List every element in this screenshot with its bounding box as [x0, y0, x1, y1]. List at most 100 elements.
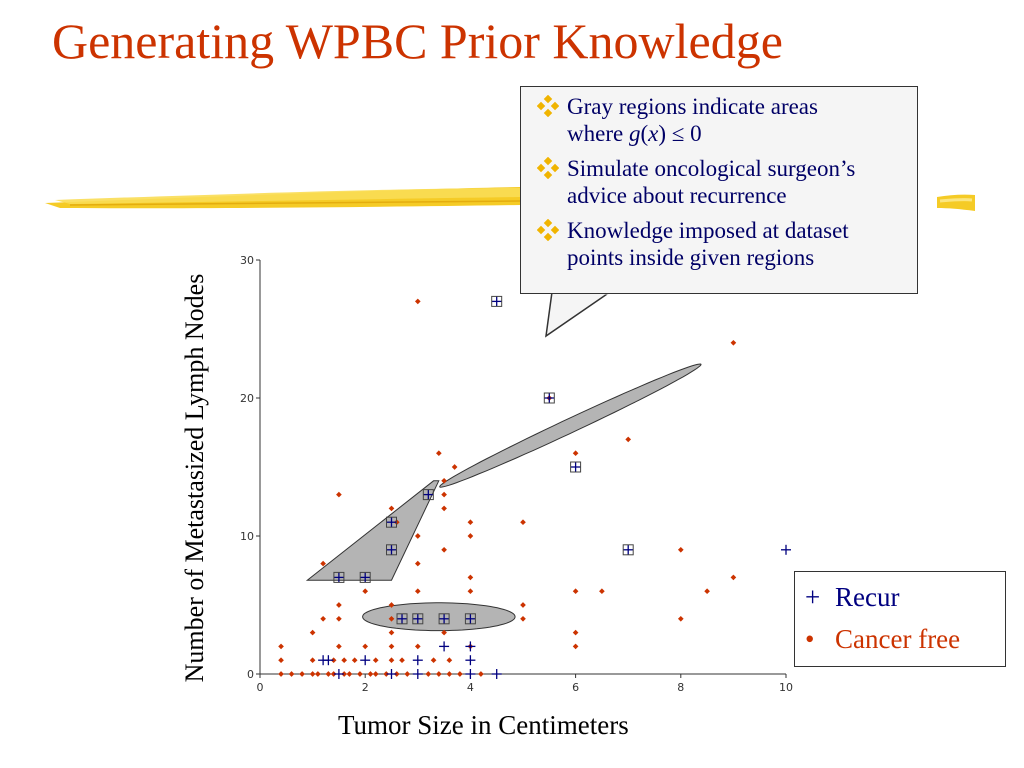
- callout-bullet: Knowledge imposed at dataset points insi…: [531, 217, 907, 271]
- diamond-bullet-icon: [537, 219, 559, 241]
- cancer-free-point: [436, 671, 442, 677]
- cancer-free-point: [446, 657, 453, 664]
- recur-point: [386, 544, 397, 555]
- cancer-free-point: [478, 671, 484, 677]
- cancer-free-point: [572, 450, 579, 457]
- cancer-free-point: [383, 671, 390, 677]
- cancer-free-point: [704, 588, 710, 595]
- cancer-free-point: [451, 464, 458, 470]
- cancer-free-point: [730, 339, 737, 346]
- cancer-free-point: [414, 643, 421, 650]
- recur-point: [360, 655, 371, 666]
- knowledge-point-box: [622, 544, 634, 556]
- cancer-free-point: [367, 671, 374, 677]
- cancer-free-point: [677, 615, 684, 622]
- knowledge-point-box: [333, 571, 345, 583]
- callout-text: where: [567, 121, 629, 146]
- cancer-free-point: [336, 643, 342, 650]
- x-tick-label: 8: [677, 681, 684, 694]
- recur-point: [397, 613, 408, 624]
- cancer-free-point: [441, 491, 447, 498]
- cancer-free-point: [288, 671, 295, 677]
- recur-point: [333, 572, 344, 583]
- math-paren-close: ): [658, 121, 666, 146]
- y-tick-label: 30: [240, 254, 254, 267]
- cancer-free-point: [336, 615, 342, 622]
- y-tick-label: 20: [240, 392, 254, 405]
- cancer-free-point: [467, 588, 474, 595]
- cancer-free-point: [320, 560, 326, 567]
- cancer-free-point: [572, 588, 579, 595]
- recur-point: [360, 572, 371, 583]
- y-tick-label: 0: [247, 668, 254, 681]
- cancer-free-point: [372, 671, 379, 677]
- cancer-free-point: [362, 588, 369, 595]
- recur-point: [412, 669, 423, 679]
- recur-point: [333, 669, 344, 679]
- recur-point: [386, 669, 397, 679]
- math-g: g: [628, 121, 641, 146]
- cancer-free-point: [346, 671, 353, 677]
- x-axis-label: Tumor Size in Centimeters: [338, 710, 629, 740]
- knowledge-point-box: [422, 489, 434, 501]
- cancer-free-point: [467, 574, 474, 581]
- plot-axes: 0 2 4 6 8 10 0 10 20 30: [240, 254, 793, 694]
- cancer-free-point: [388, 643, 395, 650]
- recur-point: [491, 669, 502, 679]
- cancer-free-point: [320, 615, 326, 622]
- cancer-free-point: [414, 588, 421, 595]
- legend-item-cancer-free: • Cancer free: [805, 618, 995, 660]
- recur-point: [570, 462, 581, 472]
- recur-point: [439, 641, 450, 652]
- legend-item-recur: + Recur: [805, 576, 995, 618]
- gray-region-1: [439, 363, 702, 488]
- diamond-bullet-icon: [537, 157, 559, 179]
- callout-box: Gray regions indicate areas where g(x) ≤…: [520, 86, 918, 294]
- cancer-free-point: [299, 671, 305, 677]
- legend-label-cancer-free: Cancer free: [835, 624, 961, 654]
- math-paren-open: (: [640, 121, 649, 146]
- cancer-free-point: [278, 643, 284, 650]
- recur-point: [465, 655, 476, 666]
- cancer-free-point: [341, 671, 347, 677]
- cancer-free-point: [388, 602, 395, 608]
- knowledge-point-box: [386, 544, 397, 556]
- y-tick-label: 10: [240, 530, 254, 543]
- cancer-free-point: [341, 657, 347, 664]
- cancer-free-point: [520, 602, 526, 608]
- knowledge-point-box: [438, 613, 450, 625]
- cancer-free-point: [441, 477, 447, 484]
- x-tick-label: 0: [257, 681, 264, 694]
- cancer-free-point: [520, 615, 526, 622]
- cancer-free-point: [309, 629, 316, 636]
- cancer-free-point: [325, 671, 332, 677]
- recur-point: [439, 613, 450, 624]
- cancer-free-point: [399, 657, 405, 664]
- cancer-free-point: [336, 602, 342, 608]
- cancer-free-point: [330, 657, 337, 664]
- recur-point: [465, 613, 476, 624]
- recur-point: [323, 655, 334, 666]
- cancer-free-point: [362, 643, 369, 650]
- cancer-free-point: [388, 657, 395, 664]
- recur-point: [386, 517, 397, 528]
- cancer-free-point: [730, 574, 737, 581]
- knowledge-point-box: [570, 461, 582, 473]
- cancer-free-point: [336, 491, 342, 498]
- recur-point: [623, 544, 634, 555]
- cancer-free-point: [414, 560, 421, 567]
- dot-icon: •: [805, 624, 815, 654]
- callout-bullet: Simulate oncological surgeon’s advice ab…: [531, 155, 907, 209]
- knowledge-point-box: [359, 571, 371, 583]
- cancer-free-point: [278, 657, 284, 664]
- cancer-free-point: [599, 588, 605, 595]
- callout-text: advice about recurrence: [567, 183, 787, 208]
- cancer-free-point: [441, 505, 447, 512]
- cancer-free-point: [351, 657, 358, 664]
- cancer-free-point: [625, 436, 632, 443]
- cancer-free-point: [393, 671, 400, 677]
- x-tick-label: 4: [467, 681, 474, 694]
- cancer-free-point: [278, 671, 284, 677]
- cancer-free-point: [309, 657, 316, 664]
